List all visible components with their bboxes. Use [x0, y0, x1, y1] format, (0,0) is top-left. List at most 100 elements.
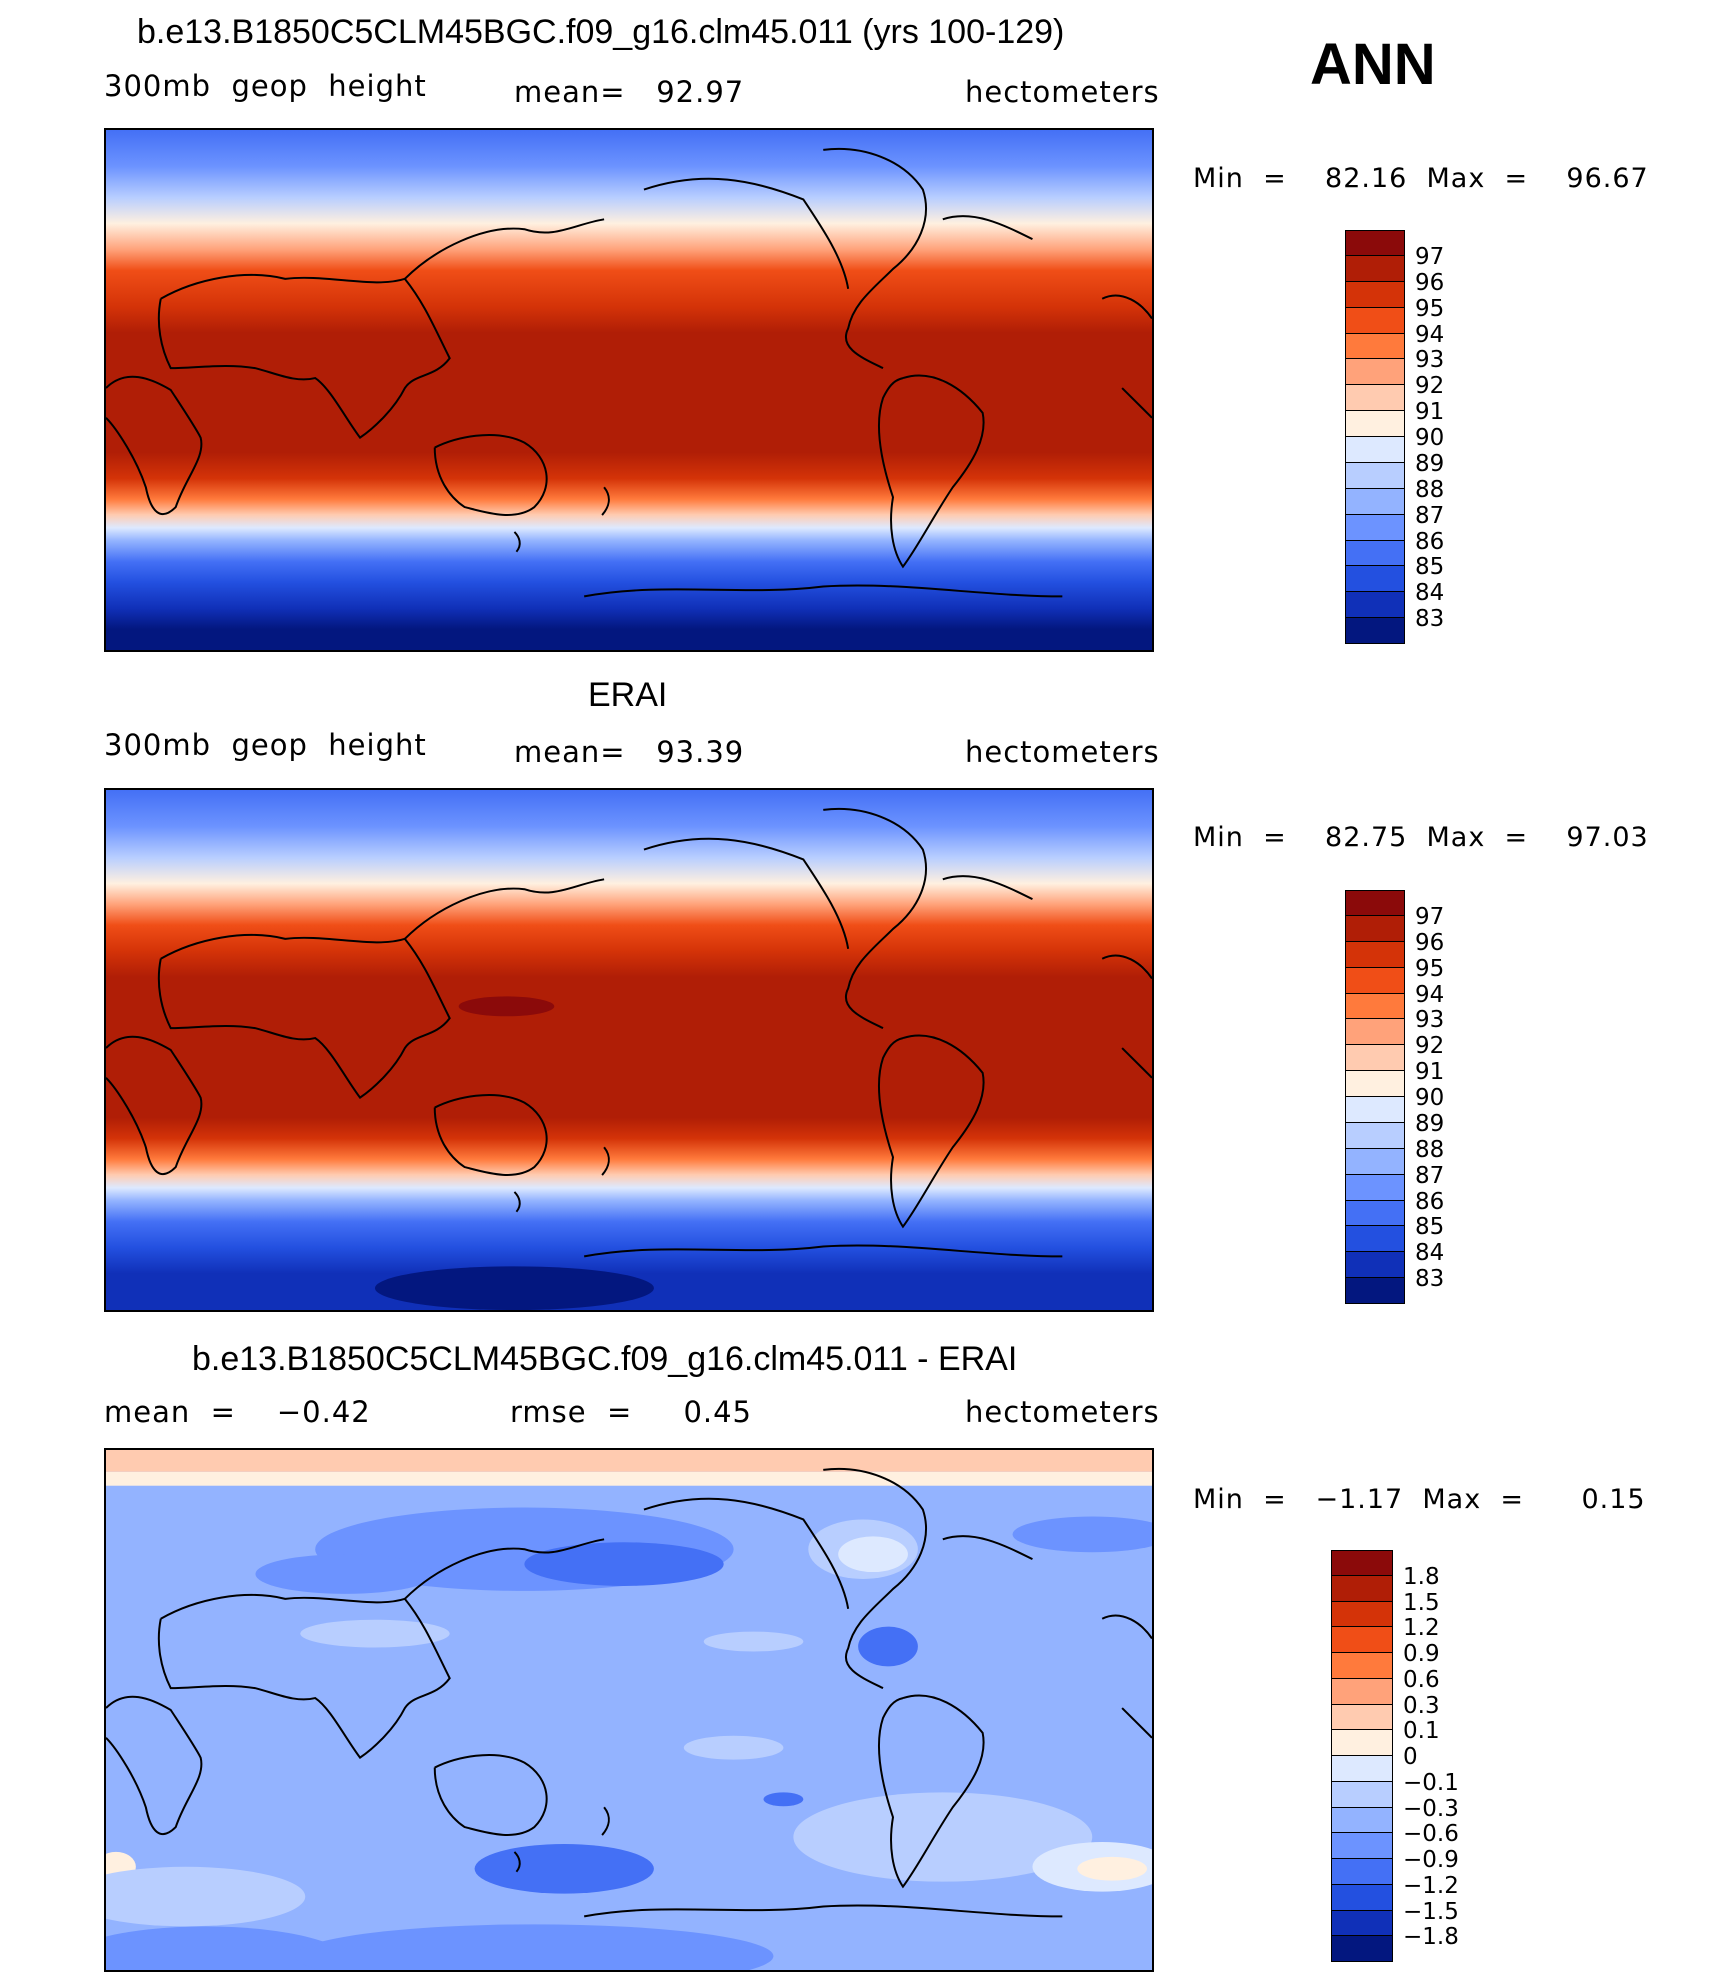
panel2-mean-label: mean= 93.39: [514, 735, 745, 769]
colorbar-swatch: [1331, 1601, 1393, 1628]
colorbar-swatch: [1345, 1122, 1405, 1149]
colorbar-swatch: [1345, 993, 1405, 1020]
colorbar-label: −1.8: [1403, 1924, 1459, 1951]
colorbar-swatch: [1345, 1071, 1405, 1097]
colorbar-label: 84: [1415, 1240, 1445, 1267]
colorbar-swatch: [1345, 1045, 1405, 1072]
panel1-map: [104, 128, 1154, 652]
colorbar-swatch: [1331, 1936, 1393, 1962]
panel3-contour-field: [106, 1450, 1152, 1970]
colorbar-swatch: [1345, 566, 1405, 593]
panel2-map: [104, 788, 1154, 1312]
colorbar-label: 94: [1415, 321, 1445, 348]
colorbar-label: 1.8: [1403, 1563, 1440, 1590]
colorbar-label: 95: [1415, 955, 1445, 982]
colorbar-label: 84: [1415, 580, 1445, 607]
colorbar-swatch: [1331, 1704, 1393, 1731]
colorbar-swatch: [1345, 1200, 1405, 1227]
colorbar-swatch: [1345, 941, 1405, 968]
colorbar-swatch: [1345, 592, 1405, 619]
colorbar-swatch: [1345, 333, 1405, 360]
colorbar-swatch: [1345, 307, 1405, 334]
panel1-variable-label: 300mb geop height: [104, 69, 427, 103]
colorbar-label: 0: [1403, 1744, 1418, 1770]
panel2-units-label: hectometers: [965, 735, 1160, 769]
colorbar-swatch: [1331, 1575, 1393, 1602]
colorbar-label: 94: [1415, 981, 1445, 1008]
panel2-title: ERAI: [588, 676, 668, 714]
colorbar-label: 87: [1415, 1162, 1445, 1189]
colorbar-swatch: [1331, 1678, 1393, 1705]
colorbar-swatch: [1345, 967, 1405, 994]
panel3-mean-label: mean = −0.42: [104, 1395, 371, 1429]
panel3-units-label: hectometers: [965, 1395, 1160, 1429]
colorbar-label: 86: [1415, 1188, 1445, 1215]
colorbar-label: 92: [1415, 373, 1445, 400]
colorbar-label: 89: [1415, 1110, 1445, 1137]
panel3-rmse-label: rmse = 0.45: [510, 1395, 753, 1429]
colorbar-swatch: [1331, 1884, 1393, 1911]
colorbar-label: 96: [1415, 929, 1445, 956]
colorbar-swatch: [1331, 1807, 1393, 1834]
colorbar-swatch: [1345, 411, 1405, 437]
colorbar-label: 85: [1415, 1214, 1445, 1241]
colorbar-label: 1.2: [1403, 1615, 1440, 1642]
colorbar-swatch: [1345, 462, 1405, 489]
colorbar-swatch: [1345, 1252, 1405, 1279]
colorbar-swatch: [1345, 488, 1405, 515]
panel1-title: b.e13.B1850C5CLM45BGC.f09_g16.clm45.011 …: [137, 13, 1065, 51]
minimum-region: [374, 1266, 654, 1310]
colorbar-label: 97: [1415, 903, 1445, 930]
colorbar-swatch: [1345, 540, 1405, 567]
panel3-colorbar: 1.8 1.5 1.2 0.9 0.6 0.3 0.1 0 −0.1 −0.3 −0.6 −0.9 −1…: [1331, 1550, 1459, 1962]
colorbar-label: 96: [1415, 269, 1445, 296]
colorbar-swatch: [1331, 1756, 1393, 1782]
panel2-colorbar: 97 96 95 94 93 92 91 90 89 88 87 86 85 84 83: [1345, 890, 1444, 1304]
colorbar-label: −0.6: [1403, 1821, 1459, 1848]
colorbar-label: 86: [1415, 528, 1445, 555]
colorbar-label: 0.9: [1403, 1641, 1440, 1667]
colorbar-swatch: [1345, 230, 1405, 256]
colorbar-swatch: [1331, 1627, 1393, 1653]
coastlines: [106, 807, 1152, 1258]
colorbar-label: 1.5: [1403, 1589, 1440, 1616]
colorbar-label: 90: [1415, 1085, 1445, 1111]
colorbar-label: 0.1: [1403, 1718, 1440, 1745]
panel1-colorbar: 97 96 95 94 93 92 91 90 89 88 87 86 85 84 83: [1345, 230, 1444, 644]
panel1-units-label: hectometers: [965, 75, 1160, 109]
colorbar-swatch: [1345, 281, 1405, 308]
colorbar-label: 89: [1415, 450, 1445, 477]
colorbar-swatch: [1345, 890, 1405, 916]
panel1-mean-label: mean= 92.97: [514, 75, 745, 109]
colorbar-label: 85: [1415, 554, 1445, 581]
colorbar-swatch: [1345, 359, 1405, 386]
colorbar-label: 90: [1415, 425, 1445, 451]
panel1-minmax: Min = 82.16 Max = 96.67: [1193, 163, 1649, 194]
colorbar-label: 83: [1415, 1266, 1445, 1293]
panel2-contour-field: [106, 790, 1152, 1310]
colorbar-label: 0.3: [1403, 1692, 1440, 1719]
panel2-minmax: Min = 82.75 Max = 97.03: [1193, 822, 1649, 853]
maximum-region: [458, 996, 555, 1017]
colorbar-label: 95: [1415, 295, 1445, 322]
colorbar-label: −1.5: [1403, 1898, 1459, 1925]
panel3-title: b.e13.B1850C5CLM45BGC.f09_g16.clm45.011 …: [192, 1340, 1018, 1378]
colorbar-label: 91: [1415, 1059, 1445, 1086]
colorbar-label: 88: [1415, 1136, 1445, 1163]
colorbar-swatch: [1345, 255, 1405, 282]
colorbar-swatch: [1345, 385, 1405, 412]
coastlines: [106, 147, 1152, 598]
colorbar-label: 88: [1415, 476, 1445, 503]
colorbar-label: −1.2: [1403, 1872, 1459, 1899]
panel1-contour-field: [106, 130, 1152, 650]
colorbar-swatch: [1331, 1781, 1393, 1808]
colorbar-swatch: [1345, 1019, 1405, 1046]
colorbar-swatch: [1331, 1550, 1393, 1576]
colorbar-label: 93: [1415, 1007, 1445, 1034]
colorbar-label: −0.9: [1403, 1847, 1459, 1873]
colorbar-label: 83: [1415, 606, 1445, 633]
colorbar-swatch: [1331, 1910, 1393, 1937]
colorbar-swatch: [1345, 915, 1405, 942]
coastlines: [106, 1467, 1152, 1918]
colorbar-label: 87: [1415, 502, 1445, 529]
